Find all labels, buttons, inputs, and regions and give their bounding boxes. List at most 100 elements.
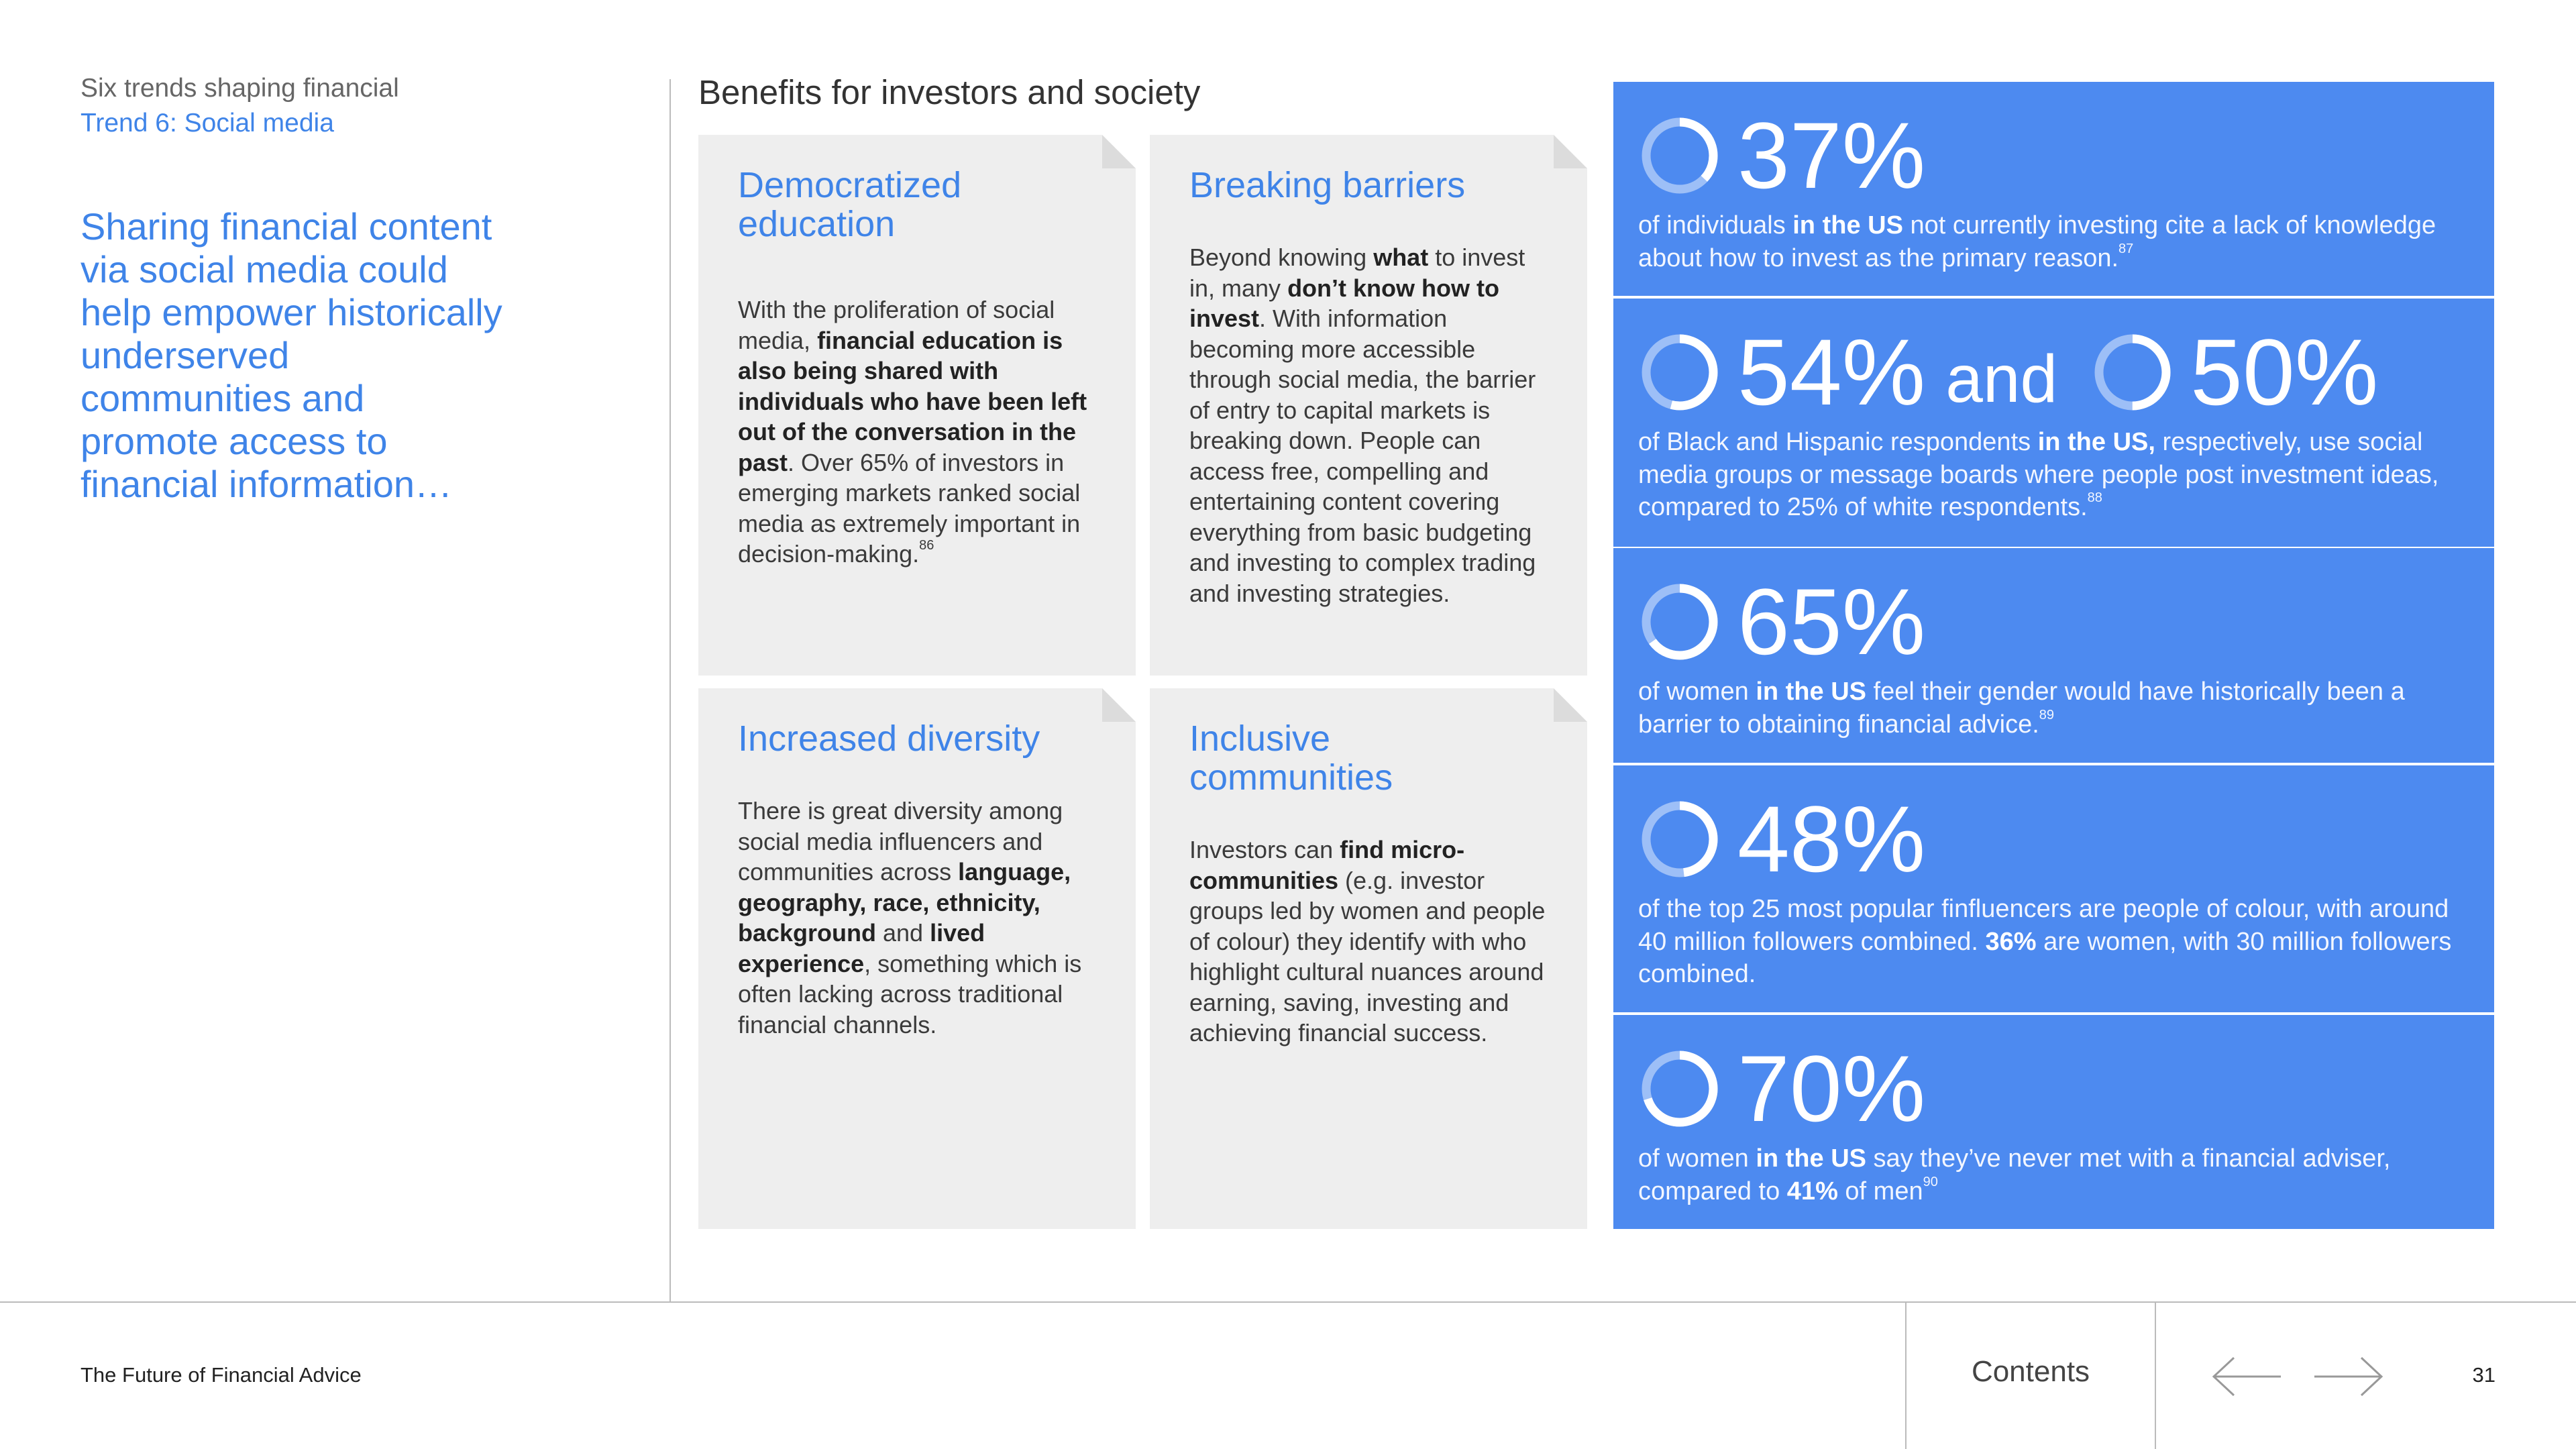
text-run: of individuals	[1638, 211, 1793, 239]
text-run: say they’ve never met with a financial a…	[1638, 1144, 2391, 1205]
card-body: Beyond knowing what to invest in, many d…	[1189, 242, 1552, 608]
text-run: 41%	[1786, 1177, 1838, 1205]
card: Breaking barriers Beyond knowing what to …	[1150, 135, 1587, 676]
text-run: of Black and Hispanic respondents	[1638, 428, 2038, 456]
stat-figure: 48%	[1737, 786, 1926, 892]
text-run: and	[876, 919, 930, 947]
stat-panel: 70% of women in the US say they’ve never …	[1613, 1015, 2494, 1229]
text-run: of women	[1638, 678, 1756, 706]
text-run: in the US	[1756, 1144, 1866, 1173]
stat-panel: 65% of women in the US feel their gender …	[1613, 548, 2494, 763]
card-title: Increased diversity	[738, 718, 1040, 759]
card: Democratized education With the prolifera…	[698, 135, 1136, 676]
text-run: lived experience	[738, 919, 985, 977]
card-fold	[1102, 135, 1136, 168]
text-run: 87	[2118, 241, 2134, 256]
stat-row: 54% and 50%	[1638, 325, 2405, 419]
stat-figure: 54%	[1737, 319, 1926, 425]
text-run: 89	[2039, 707, 2055, 722]
text-run: 88	[2087, 490, 2102, 505]
ring	[1642, 801, 1718, 877]
intro: Sharing financial content via social med…	[80, 205, 502, 505]
card: Inclusive communities Investors can find …	[1150, 688, 1587, 1229]
card-fold	[1554, 135, 1587, 168]
text-run: There is great diversity among social me…	[738, 797, 1063, 885]
stat-row: 37%	[1638, 109, 1952, 203]
divider	[669, 79, 671, 1301]
stat-panel: 48% of the top 25 most popular finfluence…	[1613, 765, 2494, 1012]
text-run: of men	[1837, 1177, 1923, 1205]
card-fold	[1554, 688, 1587, 722]
ring-arc	[1642, 334, 1718, 411]
text-run: find micro-communities	[1189, 836, 1465, 894]
stat-panel: 37% of individuals in the US not currentl…	[1613, 82, 2494, 296]
card-fold	[1102, 688, 1136, 722]
text-run: of women	[1638, 1144, 1756, 1173]
text-run: to invest in, many	[1189, 244, 1525, 302]
text-run: language, geography, race, ethnicity, ba…	[738, 858, 1071, 947]
card-body: Investors can find micro-communities (e.…	[1189, 835, 1552, 1049]
stat-figure: 37%	[1737, 103, 1926, 208]
text-run: in the US	[1756, 678, 1866, 706]
ring	[2094, 334, 2171, 411]
text-run: are women, with 30 million followers com…	[1638, 927, 2452, 989]
heading: Benefits for investors and society	[698, 73, 1201, 111]
contents-link[interactable]: Contents	[1971, 1355, 2090, 1388]
text-run: 86	[919, 538, 934, 553]
ring-arc	[1642, 117, 1718, 194]
text-run: financial education is also being shared…	[738, 326, 1087, 476]
stat-text: of women in the US feel their gender wou…	[1638, 676, 2463, 741]
ring	[1642, 117, 1718, 194]
text-run: (e.g. investor groups led by women and p…	[1189, 866, 1546, 1046]
ring-arc	[1642, 1051, 1718, 1127]
stat-figure: 70%	[1737, 1036, 1926, 1141]
ring-arc	[2094, 334, 2171, 411]
section-label: Six trends shaping financial	[80, 74, 399, 103]
text-run: With the proliferation of social media,	[738, 296, 1055, 354]
card-title: Breaking barriers	[1189, 165, 1466, 205]
ring	[1642, 584, 1718, 660]
text-run: Investors can	[1189, 836, 1340, 863]
text-run: 90	[1923, 1174, 1938, 1189]
ring-arc	[1642, 801, 1718, 877]
stat-text: of the top 25 most popular finfluencers …	[1638, 893, 2463, 991]
text-run: feel their gender would have historicall…	[1638, 678, 2405, 739]
text-run: not currently investing cite a lack of k…	[1638, 211, 2436, 272]
footer-divider	[2155, 1301, 2156, 1449]
stat-row: 65%	[1638, 575, 1952, 669]
subsection-label: Trend 6: Social media	[80, 109, 334, 138]
text-run: 36%	[1985, 927, 2037, 956]
card-title: Democratized education	[738, 165, 962, 244]
stat-figure: 65%	[1737, 569, 1926, 674]
text-run: Beyond knowing	[1189, 244, 1374, 271]
stat-text: of women in the US say they’ve never met…	[1638, 1142, 2463, 1208]
text-run: of the top 25 most popular finfluencers …	[1638, 895, 2449, 956]
card-title: Inclusive communities	[1189, 718, 1393, 798]
card: Increased diversity There is great divers…	[698, 688, 1136, 1229]
text-run: . Over 65% of investors in emerging mark…	[738, 448, 1081, 568]
stat-row: 70%	[1638, 1042, 1952, 1136]
card-body: With the proliferation of social media, …	[738, 294, 1100, 570]
nav-arrows	[2212, 1356, 2383, 1397]
text-run: in the US	[1792, 211, 1903, 239]
ring-arc	[1642, 584, 1718, 660]
stat-text: of Black and Hispanic respondents in the…	[1638, 426, 2463, 524]
ring	[1642, 334, 1718, 411]
text-run: . With information becoming more accessi…	[1189, 305, 1536, 607]
text-run: in the US,	[2037, 428, 2155, 456]
card-body: There is great diversity among social me…	[738, 796, 1100, 1040]
footer-divider	[1905, 1301, 1907, 1449]
ring	[1642, 1051, 1718, 1127]
stat-text: of individuals in the US not currently i…	[1638, 209, 2463, 274]
prev-arrow[interactable]	[2212, 1356, 2281, 1397]
text-run: don’t know how to invest	[1189, 274, 1499, 332]
stat-panel: 54% and 50% of Black and Hispanic responden…	[1613, 299, 2494, 547]
text-run: , something which is often lacking acros…	[738, 949, 1082, 1038]
next-arrow[interactable]	[2314, 1356, 2383, 1397]
publication: The Future of Financial Advice	[80, 1363, 362, 1387]
stat-figure: 50%	[2190, 319, 2379, 425]
text-run: what	[1373, 244, 1429, 271]
text-run: respectively, use social media groups or…	[1638, 428, 2439, 521]
footer-rule	[0, 1301, 2576, 1303]
